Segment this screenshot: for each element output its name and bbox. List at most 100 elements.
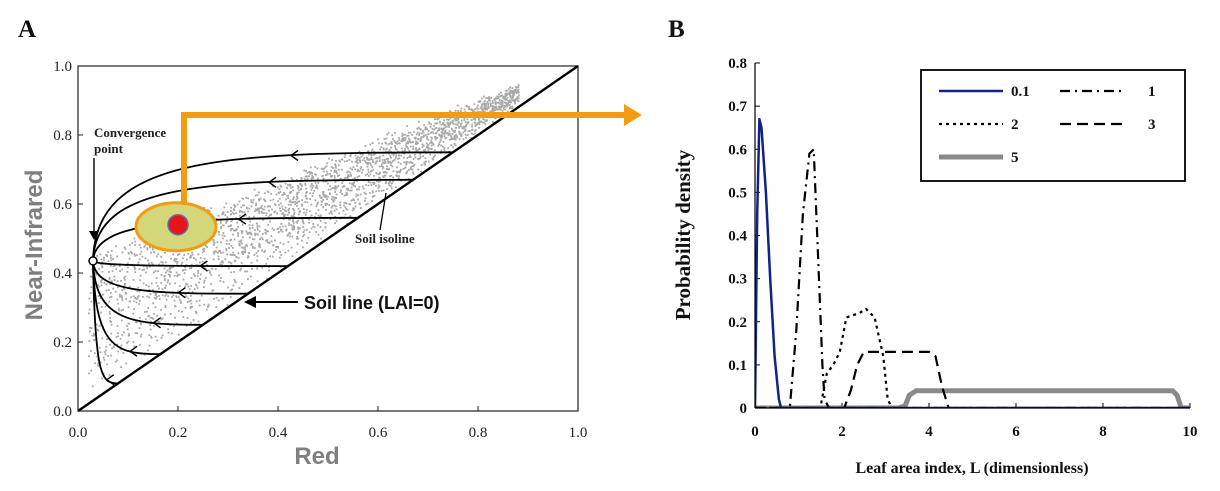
scatter-point	[120, 309, 123, 312]
scatter-point	[480, 107, 483, 110]
scatter-point	[212, 244, 215, 246]
scatter-point	[299, 182, 301, 185]
scatter-point	[156, 296, 158, 298]
scatter-point	[260, 236, 263, 239]
scatter-point	[312, 185, 315, 187]
scatter-point	[329, 188, 332, 191]
scatter-point	[183, 254, 185, 256]
scatter-point	[367, 168, 370, 171]
scatter-point	[121, 251, 124, 254]
scatter-point	[346, 160, 348, 162]
scatter-point	[257, 250, 260, 252]
scatter-point	[233, 213, 235, 215]
scatter-point	[264, 228, 267, 231]
scatter-point	[98, 346, 101, 349]
scatter-point	[412, 141, 415, 143]
scatter-point	[128, 243, 131, 246]
scatter-point	[233, 206, 236, 208]
scatter-point	[511, 87, 514, 90]
scatter-point	[474, 117, 477, 120]
scatter-point	[333, 175, 336, 177]
scatter-point	[399, 162, 402, 165]
scatter-point	[194, 258, 197, 261]
scatter-point	[505, 102, 508, 105]
scatter-point	[241, 197, 244, 200]
scatter-point	[165, 293, 168, 296]
scatter-point	[379, 148, 381, 151]
scatter-point	[403, 167, 406, 170]
scatter-point	[268, 214, 271, 217]
scatter-point	[511, 107, 514, 110]
scatter-point	[383, 138, 386, 140]
scatter-point	[284, 225, 287, 228]
scatter-point	[212, 250, 215, 253]
scatter-point	[411, 168, 414, 171]
scatter-point	[502, 95, 505, 98]
scatter-point	[369, 181, 372, 184]
scatter-point	[454, 110, 457, 112]
scatter-point	[89, 326, 91, 329]
scatter-point	[494, 101, 497, 104]
scatter-point	[372, 153, 375, 156]
scatter-point	[497, 108, 499, 111]
scatter-point	[281, 193, 284, 196]
scatter-point	[106, 363, 108, 366]
scatter-point	[292, 215, 295, 218]
scatter-point	[373, 175, 375, 177]
scatter-point	[473, 109, 476, 112]
scatter-point	[395, 148, 397, 150]
scatter-point	[406, 145, 409, 148]
scatter-point	[290, 246, 293, 249]
scatter-point	[421, 146, 424, 148]
scatter-point	[146, 248, 149, 251]
scatter-point	[382, 166, 384, 168]
scatter-point	[371, 142, 374, 144]
scatter-point	[314, 182, 317, 184]
scatter-point	[237, 257, 240, 259]
scatter-point	[350, 186, 353, 189]
scatter-point	[429, 153, 432, 156]
scatter-point	[395, 152, 398, 155]
scatter-point	[155, 277, 158, 279]
scatter-point	[414, 156, 417, 159]
scatter-point	[309, 198, 311, 200]
scatter-point	[101, 377, 103, 380]
scatter-point	[111, 347, 113, 350]
scatter-point	[319, 214, 322, 217]
scatter-point	[238, 240, 241, 243]
scatter-point	[260, 210, 263, 213]
scatter-point	[462, 126, 465, 128]
scatter-point	[397, 170, 400, 173]
scatter-point	[312, 223, 315, 225]
scatter-point	[389, 185, 392, 187]
scatter-point	[138, 290, 141, 293]
scatter-point	[423, 162, 426, 165]
scatter-point	[397, 177, 400, 179]
scatter-point	[98, 295, 100, 297]
scatter-point	[158, 295, 161, 297]
scatter-point	[464, 130, 466, 133]
scatter-point	[426, 136, 428, 139]
scatter-point	[220, 227, 222, 230]
scatter-point	[206, 246, 208, 248]
scatter-point	[154, 270, 157, 272]
scatter-point	[90, 300, 93, 303]
scatter-point	[306, 242, 308, 244]
scatter-point	[356, 176, 359, 178]
scatter-point	[412, 147, 414, 150]
y-tick-label: 0.8	[728, 56, 747, 72]
scatter-point	[390, 140, 393, 143]
scatter-point	[409, 156, 412, 158]
scatter-point	[343, 160, 346, 163]
scatter-point	[219, 280, 222, 282]
scatter-point	[355, 157, 358, 160]
scatter-point	[248, 252, 250, 254]
scatter-point	[144, 318, 147, 321]
scatter-point	[349, 154, 352, 157]
scatter-point	[117, 302, 120, 305]
scatter-point	[420, 170, 422, 173]
scatter-point	[148, 262, 150, 265]
scatter-point	[305, 175, 308, 178]
scatter-point	[235, 212, 237, 215]
scatter-point	[316, 187, 319, 190]
